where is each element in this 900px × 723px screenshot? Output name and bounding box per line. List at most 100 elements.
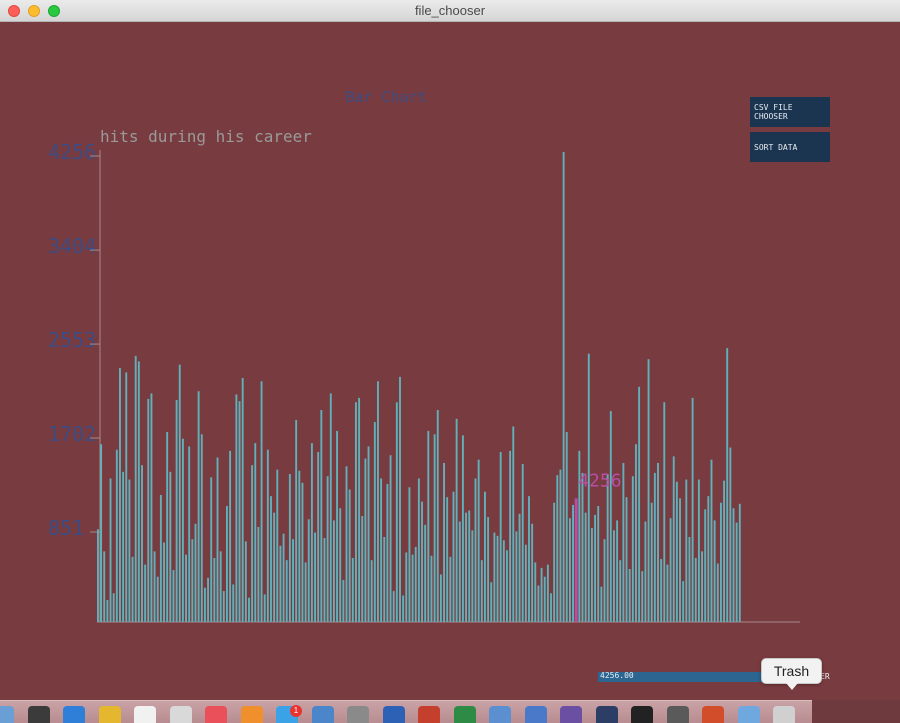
calendar-icon[interactable] (134, 706, 156, 723)
bar (471, 530, 474, 622)
activity-monitor-icon[interactable] (27, 706, 50, 723)
bar (251, 465, 254, 622)
bar (622, 462, 625, 622)
bar (691, 397, 694, 622)
bar (565, 432, 568, 622)
bar (738, 503, 741, 622)
sort-data-button[interactable]: SORT DATA (750, 132, 830, 162)
bar (298, 470, 301, 622)
bar (729, 447, 732, 622)
bar (672, 456, 675, 622)
finder-icon[interactable] (0, 706, 14, 723)
bar (181, 438, 184, 622)
safari-icon[interactable] (63, 706, 85, 723)
bar (666, 564, 669, 622)
bar (395, 402, 398, 622)
chrome-icon[interactable] (98, 706, 121, 723)
excel-icon[interactable] (453, 706, 476, 723)
processing-icon[interactable] (595, 706, 618, 723)
bar (625, 497, 628, 622)
folder-icon[interactable] (737, 706, 760, 723)
bar (317, 451, 320, 622)
bar (509, 450, 512, 622)
bar (515, 531, 518, 622)
y-tick-label: 3404 (48, 234, 96, 258)
bar (609, 411, 612, 622)
bar (285, 560, 288, 622)
y-tick-label: 2553 (48, 328, 96, 352)
bar (546, 564, 549, 622)
bar (370, 560, 373, 622)
bar (414, 546, 417, 622)
bar (203, 587, 206, 622)
java-icon[interactable] (702, 706, 724, 723)
sublime-icon[interactable] (666, 706, 689, 723)
books-icon[interactable] (240, 706, 263, 723)
bar (713, 520, 716, 622)
bar (288, 474, 291, 622)
bar (358, 397, 361, 622)
xcode-icon[interactable] (311, 706, 334, 723)
bar (351, 557, 354, 622)
bar (430, 555, 433, 622)
system-preferences-icon[interactable] (347, 706, 369, 723)
bar (222, 591, 225, 622)
bar (443, 462, 445, 622)
bar (314, 532, 316, 622)
bar (342, 580, 345, 622)
csv-file-chooser-button[interactable]: CSV FILE CHOOSER (750, 97, 830, 127)
terminal-icon[interactable] (631, 706, 653, 723)
bar (402, 595, 405, 622)
bar (301, 482, 304, 622)
r-icon[interactable] (418, 706, 440, 723)
bar (663, 402, 666, 622)
bar (461, 435, 464, 622)
bar (137, 361, 140, 622)
bar (295, 419, 298, 622)
value-slider[interactable]: 4256.00 (598, 671, 788, 682)
bar (524, 544, 527, 622)
bar (477, 459, 480, 622)
bar (594, 514, 597, 622)
bar (597, 506, 600, 622)
bar (125, 372, 128, 622)
y-tick-label: 4256 (48, 140, 96, 164)
bar (502, 540, 505, 622)
bar (521, 464, 524, 622)
bar (169, 471, 172, 622)
minimize-window-button[interactable] (28, 5, 40, 17)
bar (380, 478, 383, 622)
bar (348, 489, 351, 622)
trash-icon[interactable] (773, 706, 795, 723)
bar (115, 449, 118, 622)
bar (361, 515, 364, 622)
bar (307, 519, 310, 622)
bar (229, 450, 232, 622)
bar (373, 422, 376, 622)
chart-title: Bar Chart (345, 88, 426, 106)
bar (480, 560, 483, 622)
word-icon[interactable] (382, 706, 405, 723)
bar (452, 491, 455, 622)
bar (603, 539, 606, 622)
bar (613, 530, 615, 622)
eclipse-icon[interactable] (560, 706, 582, 723)
finder-window-icon[interactable] (524, 706, 547, 723)
bar (553, 502, 556, 622)
bar (216, 457, 219, 622)
y-axis-label: hits during his career (100, 127, 312, 146)
close-window-button[interactable] (8, 5, 20, 17)
bar (320, 409, 323, 622)
bar (493, 532, 496, 622)
preview-icon[interactable] (169, 706, 192, 723)
sketch-canvas: Bar Chart hits during his career 851 1702… (0, 22, 900, 700)
window-titlebar: file_chooser (0, 0, 900, 22)
bar (292, 539, 294, 622)
bar (732, 508, 735, 622)
music-icon[interactable] (205, 706, 227, 723)
bar (556, 475, 559, 623)
network-icon[interactable] (489, 706, 511, 723)
zoom-window-button[interactable] (48, 5, 60, 17)
bar (568, 518, 571, 622)
highlight-value-label: 4256 (578, 470, 621, 491)
